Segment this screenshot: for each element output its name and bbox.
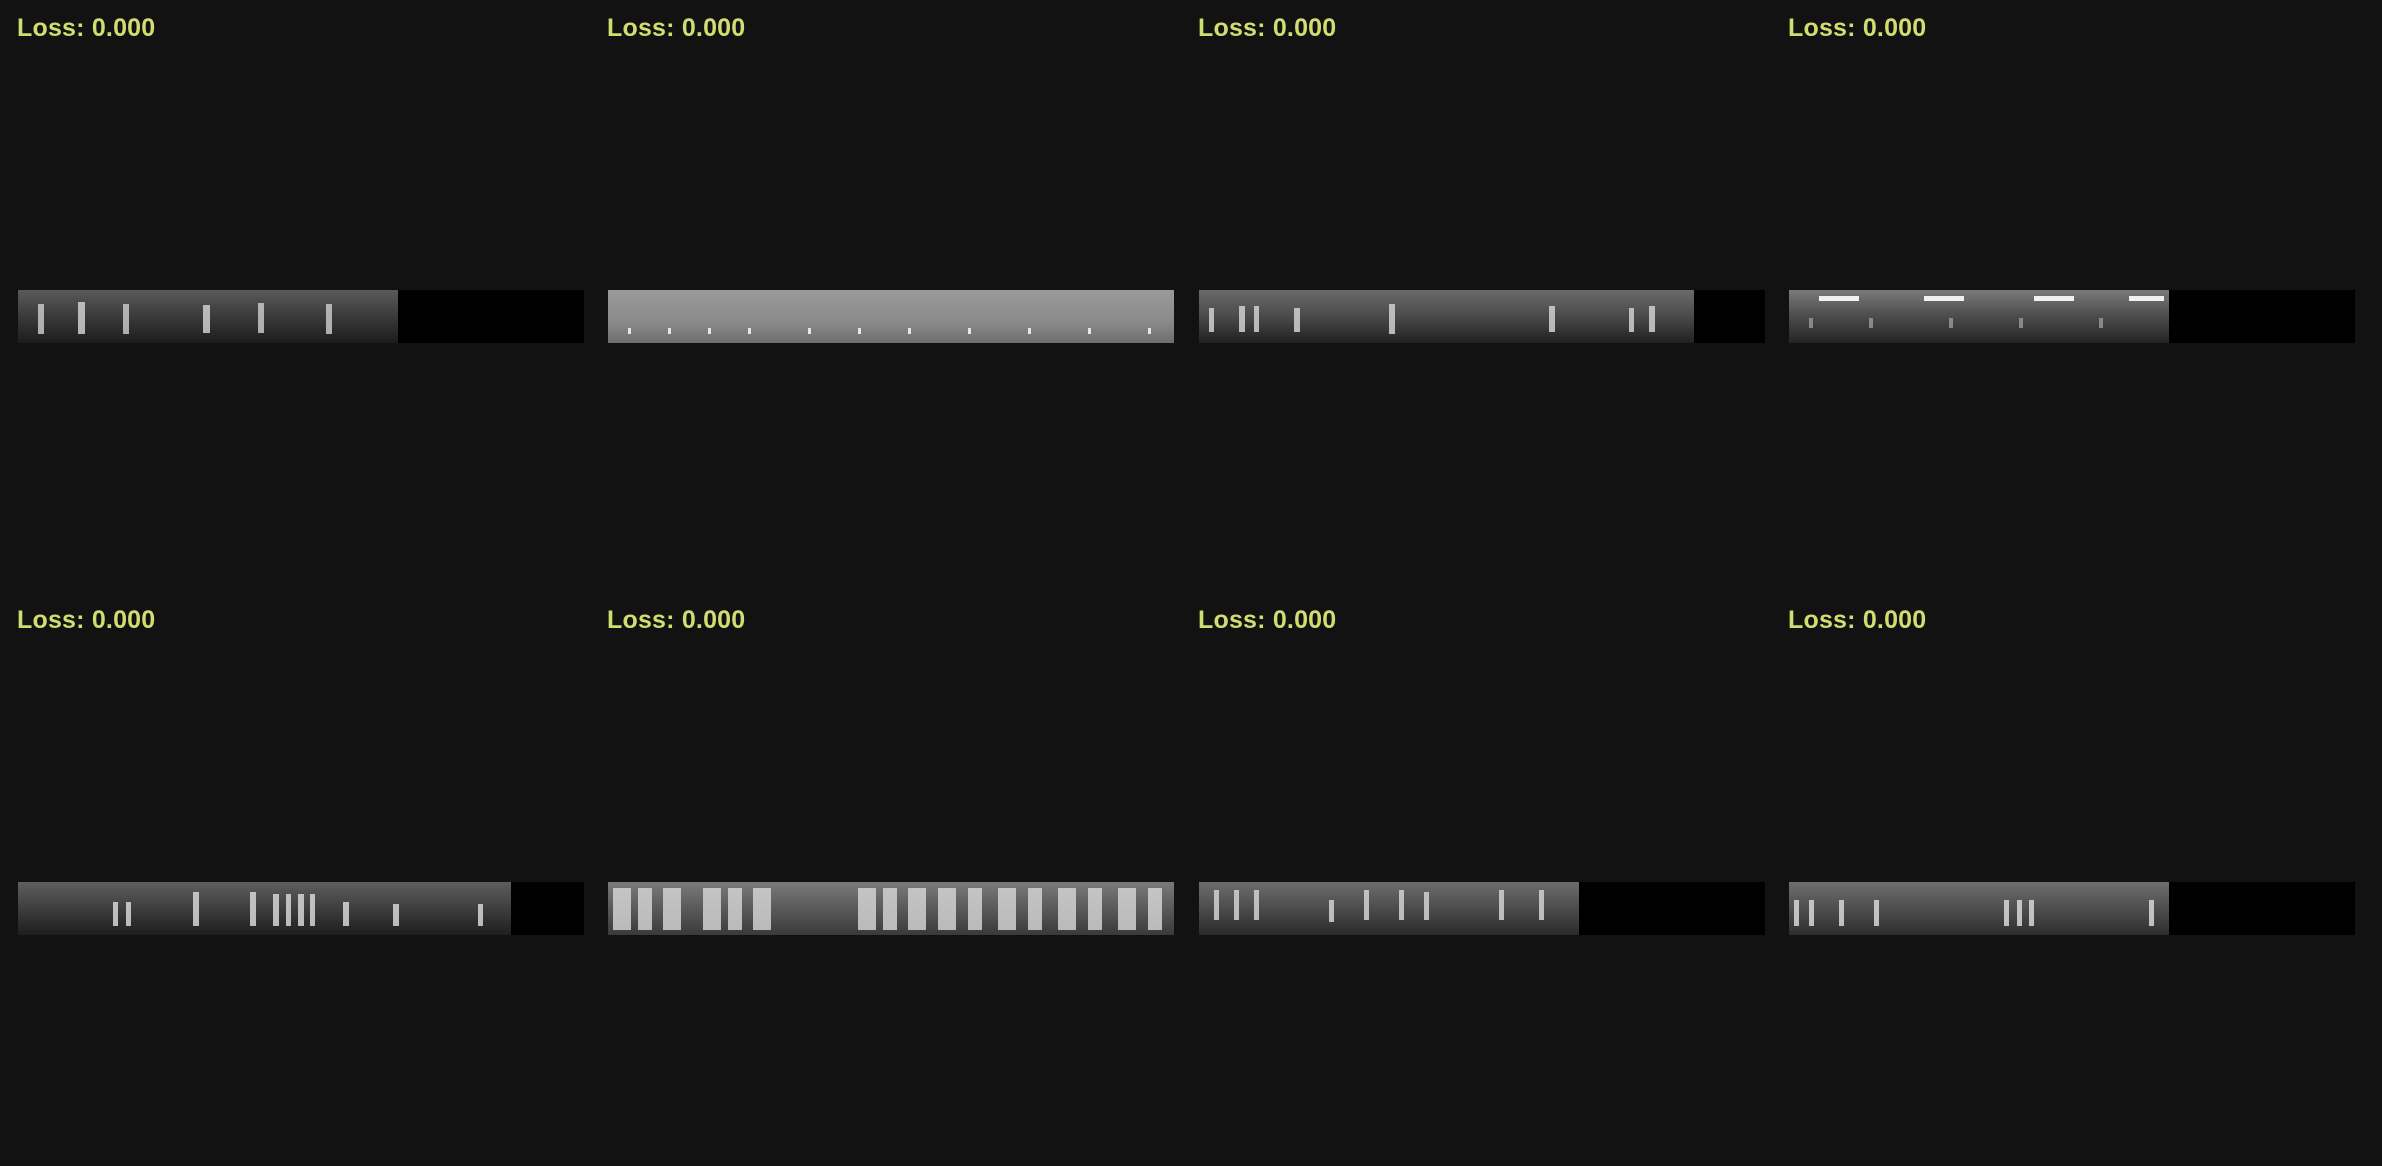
loss-label: Loss: 0.000 (17, 14, 156, 42)
spectrogram-image (608, 882, 1174, 935)
spectrogram-panel-7: Loss: 0.000 (1198, 606, 1768, 1166)
spectrogram-image (18, 882, 511, 935)
loss-label: Loss: 0.000 (17, 606, 156, 634)
spectrogram-panel-2: Loss: 0.000 (607, 14, 1177, 574)
spectrogram-panel-1: Loss: 0.000 (17, 14, 587, 574)
spectrogram-frame (1789, 882, 2355, 935)
loss-label: Loss: 0.000 (607, 14, 746, 42)
spectrogram-panel-3: Loss: 0.000 (1198, 14, 1768, 574)
loss-label: Loss: 0.000 (1788, 14, 1927, 42)
loss-label: Loss: 0.000 (607, 606, 746, 634)
spectrogram-frame (18, 882, 584, 935)
loss-label: Loss: 0.000 (1788, 606, 1927, 634)
spectrogram-frame (1199, 882, 1765, 935)
spectrogram-image (1199, 882, 1579, 935)
spectrogram-frame (608, 882, 1174, 935)
spectrogram-frame (1199, 290, 1765, 343)
spectrogram-frame (18, 290, 584, 343)
spectrogram-image (18, 290, 398, 343)
spectrogram-panel-6: Loss: 0.000 (607, 606, 1177, 1166)
loss-label: Loss: 0.000 (1198, 14, 1337, 42)
spectrogram-panel-5: Loss: 0.000 (17, 606, 587, 1166)
spectrogram-panel-8: Loss: 0.000 (1788, 606, 2358, 1166)
spectrogram-panel-4: Loss: 0.000 (1788, 14, 2358, 574)
spectrogram-image (608, 290, 1174, 343)
spectrogram-frame (1789, 290, 2355, 343)
spectrogram-grid: Loss: 0.000 (17, 14, 2358, 935)
loss-label: Loss: 0.000 (1198, 606, 1337, 634)
spectrogram-frame (608, 290, 1174, 343)
spectrogram-image (1199, 290, 1694, 343)
spectrogram-image (1789, 882, 2169, 935)
spectrogram-image (1789, 290, 2169, 343)
